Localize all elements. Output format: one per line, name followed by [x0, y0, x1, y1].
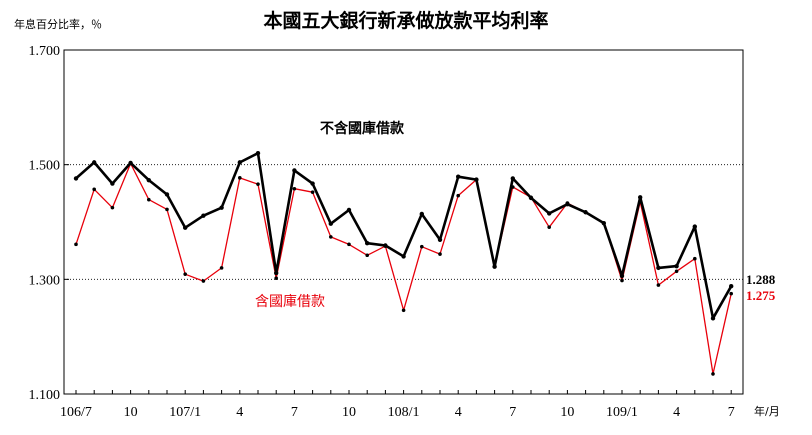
data-point	[73, 176, 79, 181]
x-tick-label: 10	[124, 405, 138, 420]
data-point	[565, 202, 570, 207]
data-point	[147, 197, 151, 202]
data-point	[237, 160, 242, 165]
data-point	[347, 242, 351, 247]
x-tick-label: 10	[560, 405, 574, 420]
data-point	[693, 256, 697, 261]
x-axis-unit-label: 年/月	[754, 405, 780, 418]
data-point	[256, 182, 260, 186]
x-tick-label: 109/1	[606, 405, 638, 420]
data-point	[365, 241, 370, 246]
data-point	[92, 187, 96, 192]
data-point	[692, 224, 697, 229]
data-point	[365, 253, 370, 258]
data-point	[164, 192, 170, 197]
data-point	[201, 279, 206, 283]
x-tick-label: 7	[728, 405, 735, 420]
chart-title: 本國五大銀行新承做放款平均利率	[263, 10, 549, 32]
series-annotation-including-treasury: 含國庫借款	[255, 293, 325, 310]
data-point	[128, 160, 133, 166]
data-point	[638, 195, 643, 200]
x-tick-label: 106/7	[60, 405, 92, 420]
data-point	[710, 316, 716, 321]
x-tick-label: 10	[342, 405, 356, 420]
data-point	[183, 272, 187, 276]
data-point	[492, 264, 497, 269]
data-point	[292, 186, 297, 191]
data-point	[601, 220, 606, 226]
data-point	[547, 211, 552, 216]
data-point	[729, 284, 734, 289]
data-point	[292, 168, 297, 173]
data-point	[437, 237, 443, 242]
data-point	[274, 276, 279, 280]
data-point	[438, 252, 442, 256]
data-point	[92, 160, 97, 165]
y-tick-label: 1.700	[29, 44, 61, 59]
data-point	[274, 270, 279, 276]
data-point	[419, 211, 424, 217]
data-point	[110, 181, 115, 186]
series-annotation-excluding-treasury: 不含國庫借款	[320, 120, 405, 137]
data-point	[656, 283, 661, 287]
data-point	[456, 193, 461, 198]
y-tick-label: 1.300	[29, 273, 61, 288]
data-point	[238, 176, 242, 180]
data-point	[146, 177, 151, 183]
data-point	[255, 151, 261, 156]
y-axis-unit-label: 年息百分比率，％	[14, 18, 102, 31]
data-point	[674, 263, 679, 269]
x-tick-label: 4	[455, 405, 462, 420]
data-point	[619, 273, 625, 279]
data-point	[401, 308, 406, 313]
data-point	[383, 243, 388, 248]
y-tick-label: 1.500	[29, 159, 61, 174]
data-point	[329, 235, 333, 239]
end-value-label-excluding-treasury: 1.288	[746, 272, 776, 287]
data-point	[528, 195, 534, 201]
data-point	[401, 254, 406, 259]
x-tick-label: 4	[673, 405, 680, 420]
y-tick-label: 1.100	[29, 388, 61, 403]
data-point	[510, 176, 515, 181]
x-tick-label: 4	[236, 405, 243, 420]
data-point	[674, 269, 679, 274]
data-point	[547, 225, 551, 229]
data-point	[711, 372, 715, 376]
data-point	[620, 278, 624, 283]
x-tick-label: 7	[291, 405, 298, 420]
data-point	[328, 221, 333, 226]
data-point	[110, 205, 115, 210]
data-point	[656, 265, 661, 271]
x-tick-label: 108/1	[388, 405, 420, 420]
data-point	[456, 174, 461, 179]
data-point	[583, 210, 588, 215]
data-point	[420, 244, 424, 249]
data-point	[474, 177, 479, 182]
data-point	[310, 190, 315, 194]
data-point	[310, 181, 315, 186]
data-point	[219, 266, 224, 270]
end-value-label-including-treasury: 1.275	[746, 288, 776, 303]
x-tick-label: 7	[509, 405, 516, 420]
series-line-including-treasury	[75, 162, 732, 375]
plot-frame	[63, 49, 744, 395]
data-point	[183, 225, 188, 230]
data-point	[219, 205, 224, 210]
data-point	[729, 291, 733, 296]
data-point	[346, 207, 352, 213]
data-point	[165, 207, 169, 212]
data-point	[201, 213, 206, 218]
data-point	[74, 242, 78, 247]
x-tick-label: 107/1	[169, 405, 201, 420]
